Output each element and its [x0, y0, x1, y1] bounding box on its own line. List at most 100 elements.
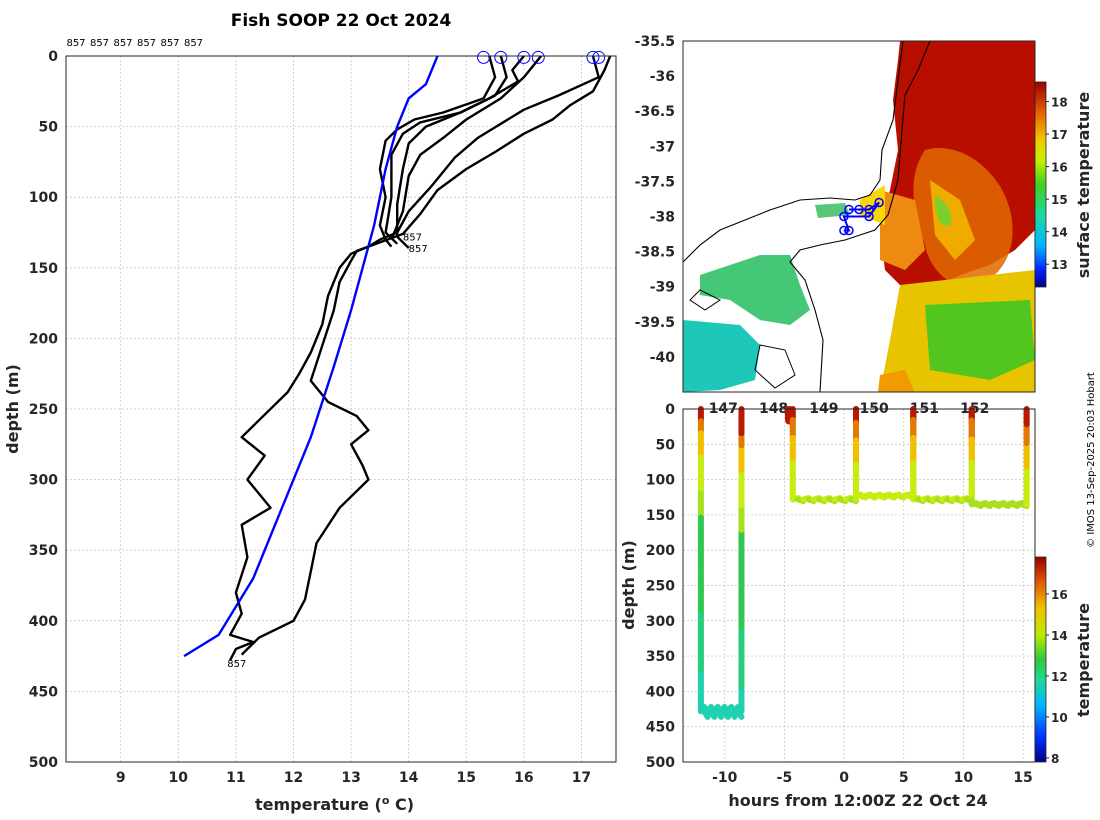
- profile-end-label: 857: [409, 244, 428, 255]
- cast-chart: -10 -5 0 5 10 1505010015020025030035040045050…: [619, 402, 1093, 810]
- profile-ytick-label: 150: [29, 261, 58, 277]
- profile-ytick-label: 500: [29, 755, 58, 771]
- cast-ytick-label: 300: [646, 614, 675, 630]
- cast-ytick-label: 450: [646, 720, 675, 736]
- profile-xlabel: temperature (o C): [255, 794, 414, 814]
- profile-line-2: [384, 55, 508, 245]
- profile-xtick-label: 9: [116, 770, 126, 786]
- temperature-colorbar-tick-label: 8: [1051, 752, 1059, 766]
- cast-ytick-label: 50: [656, 437, 676, 453]
- profile-xtick-label: 14: [399, 770, 419, 786]
- profile-xtick-label: 12: [284, 770, 303, 786]
- ship-track-point: [844, 204, 854, 215]
- reference-line: [183, 55, 439, 658]
- sst-colorbar-tick-label: 14: [1051, 226, 1068, 240]
- map-lat-tick: -40: [650, 350, 676, 366]
- map-tick-labels: -35.5 -36 -36.5 -37 -37.5 -38 -38.5 -39 -39.5 -40…: [635, 34, 990, 417]
- cast-xtick-label: 15: [1013, 770, 1032, 786]
- cast-ytick-label: 350: [646, 649, 675, 665]
- profile-ytick-label: 0: [48, 49, 58, 65]
- sst-map: -35.5 -36 -36.5 -37 -37.5 -38 -38.5 -39 -39.5 -40…: [635, 34, 1093, 417]
- map-isobath: [789, 41, 931, 392]
- sst-colorbar-tick-label: 17: [1051, 128, 1068, 142]
- map-field: [683, 41, 1035, 392]
- top-label: 857: [160, 38, 179, 49]
- cast-series: [697, 406, 1030, 720]
- surface-circle-marker: [586, 50, 600, 64]
- ship-track-point: [864, 211, 874, 222]
- profile-end-label: 857: [227, 659, 246, 670]
- map-coast-patch: [860, 185, 885, 225]
- cast-xtick-label: 0: [839, 770, 849, 786]
- map-bass-patch-3: [683, 320, 760, 392]
- profile-line-5: [228, 55, 600, 661]
- map-bass-patch-2: [700, 255, 810, 325]
- cast-ytick-label: 0: [665, 402, 675, 418]
- profile-ylabel: depth (m): [3, 364, 22, 454]
- sst-colorbar-tick-label: 18: [1051, 96, 1068, 110]
- temperature-colorbar: [1034, 556, 1047, 763]
- sst-colorbar-ticks: 13 14 15 16 17 18: [1046, 96, 1068, 272]
- cast-A: [697, 406, 745, 720]
- top-label: 857: [113, 38, 132, 49]
- ship-track-point: [874, 197, 884, 208]
- sst-colorbar-label: surface temperature: [1074, 92, 1093, 279]
- surface-circle-marker: [517, 50, 531, 64]
- temperature-colorbar-tick-label: 10: [1051, 711, 1068, 725]
- cast-ytick-label: 150: [646, 508, 675, 524]
- cast-C: [789, 406, 860, 505]
- profile-axes-box: [65, 55, 617, 763]
- profile-xtick-label: 16: [514, 770, 533, 786]
- profile-line-1: [378, 55, 497, 248]
- profile-line-3: [396, 55, 525, 249]
- cast-ylabel: depth (m): [619, 540, 638, 630]
- map-lat-tick: -38: [650, 210, 675, 226]
- profile-ytick-label: 100: [29, 190, 58, 206]
- profile-end-label: 857: [403, 233, 422, 244]
- temperature-colorbar-tick-label: 14: [1051, 629, 1068, 643]
- map-lat-tick: -35.5: [635, 34, 675, 50]
- map-ship-track: [839, 197, 884, 236]
- profile-ytick-label: 350: [29, 543, 58, 559]
- cast-xlabel: hours from 12:00Z 22 Oct 24: [728, 791, 987, 810]
- surface-circle-marker: [477, 50, 491, 64]
- ship-track-point: [839, 211, 849, 222]
- map-islands: [689, 289, 796, 389]
- chart-title: Fish SOOP 22 Oct 2024: [231, 11, 452, 31]
- cast-ytick-label: 400: [646, 684, 675, 700]
- top-label: 857: [66, 38, 85, 49]
- map-lat-tick: -36: [650, 69, 675, 85]
- profile-xtick-label: 11: [226, 770, 245, 786]
- profile-ytick-label: 400: [29, 614, 58, 630]
- profile-ytick-label: 50: [39, 120, 59, 136]
- ship-track-line: [842, 201, 880, 232]
- profile-tick-labels: 9 10 11 12 13 14 15 16 17 0 50 100 150 200 250 300 350 40…: [29, 49, 591, 786]
- profile-xtick-label: 15: [457, 770, 476, 786]
- map-lat-tick: -39: [650, 280, 675, 296]
- profile-ytick-label: 450: [29, 684, 58, 700]
- map-lat-tick: -36.5: [635, 104, 675, 120]
- cast-xtick-label: 5: [899, 770, 909, 786]
- profile-top-labels: 857 857 857 857 857 857: [66, 38, 203, 49]
- map-lat-tick: -37: [650, 139, 675, 155]
- map-shelf-warm: [880, 190, 925, 270]
- top-label: 857: [184, 38, 203, 49]
- cast-xtick-label: -10: [712, 770, 738, 786]
- profile-ytick-label: 250: [29, 402, 58, 418]
- temperature-colorbar-tick-label: 16: [1051, 588, 1068, 602]
- surface-circle-marker: [592, 50, 606, 64]
- profile-ytick-label: 300: [29, 473, 58, 489]
- ship-track-point: [839, 225, 849, 236]
- top-label: 857: [90, 38, 109, 49]
- cast-xtick-label: -5: [777, 770, 793, 786]
- map-south-green: [925, 300, 1035, 380]
- profile-xtick-label: 10: [169, 770, 189, 786]
- sst-colorbar: [1034, 81, 1047, 288]
- map-green-patch: [935, 195, 952, 226]
- cast-ytick-label: 500: [646, 755, 675, 771]
- top-label: 857: [137, 38, 156, 49]
- cast-ytick-label: 250: [646, 579, 675, 595]
- ship-track-point: [864, 204, 874, 215]
